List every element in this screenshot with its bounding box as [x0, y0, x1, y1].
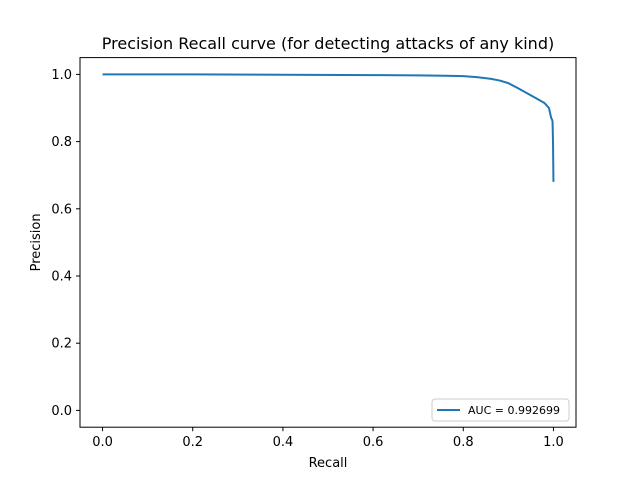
- pr-curve-line: [102, 73, 555, 182]
- x-tick-label: 0.2: [182, 435, 203, 450]
- x-tick-label: 0.0: [92, 435, 113, 450]
- plot-frame: [79, 57, 577, 428]
- y-tick-label: 0.0: [51, 404, 72, 419]
- x-tick-label: 0.6: [363, 435, 384, 450]
- plot-area: [102, 73, 555, 182]
- y-tick-label: 0.8: [51, 135, 72, 150]
- legend-entry: AUC = 0.992699: [468, 404, 560, 417]
- legend: AUC = 0.992699: [431, 398, 570, 422]
- y-axis-label: Precision: [29, 213, 44, 271]
- y-tick-label: 0.4: [51, 270, 72, 285]
- x-tick-label: 0.8: [453, 435, 474, 450]
- x-tick-label: 1.0: [543, 435, 564, 450]
- y-tick-label: 0.2: [51, 337, 72, 352]
- legend-box: [431, 398, 570, 422]
- y-tick-label: 1.0: [51, 68, 72, 83]
- x-axis: 0.0 0.2 0.4 0.6 0.8 1.0: [92, 427, 564, 450]
- x-tick-label: 0.4: [273, 435, 294, 450]
- y-tick-label: 0.6: [51, 202, 72, 217]
- y-axis: 0.0 0.2 0.4 0.6 0.8 1.0: [51, 68, 80, 419]
- x-axis-label: Recall: [309, 456, 348, 471]
- chart-title: Precision Recall curve (for detecting at…: [102, 34, 554, 53]
